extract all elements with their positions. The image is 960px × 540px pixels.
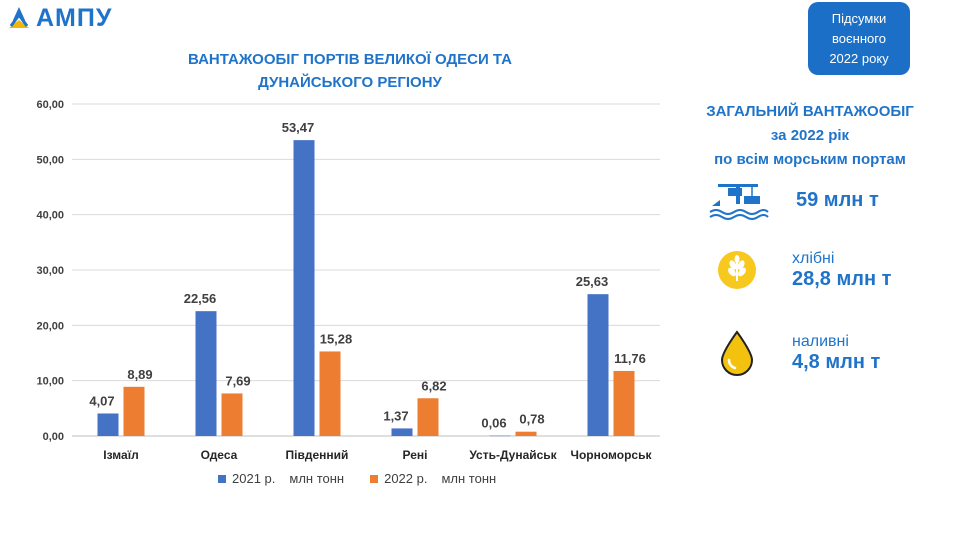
bar-2021	[293, 140, 315, 436]
summary-title-line: ЗАГАЛЬНИЙ ВАНТАЖООБІГ	[706, 103, 914, 120]
liquid-value: 4,8 млн т	[792, 350, 881, 373]
wheat-icon	[718, 251, 756, 289]
summary-title-line: по всім морським портам	[714, 151, 906, 168]
oil-drop-icon	[720, 330, 754, 376]
data-label: 11,76	[614, 351, 646, 366]
data-label: 0,06	[481, 416, 506, 431]
x-category-label: Чорноморськ	[571, 448, 653, 462]
badge-line: Підсумки	[831, 10, 887, 26]
bar-2022	[417, 398, 439, 436]
bar-2022	[613, 370, 635, 436]
bar-2021	[195, 311, 217, 436]
x-category-label: Південний	[286, 448, 349, 462]
summary-title: ЗАГАЛЬНИЙ ВАНТАЖООБІГ за 2022 рік по всі…	[680, 100, 940, 172]
bar-2021	[97, 413, 119, 436]
grain-value: 28,8 млн т	[792, 267, 892, 290]
summary-badge: Підсумки воєнного 2022 року	[808, 2, 910, 75]
total-value: 59 млн т	[796, 188, 879, 211]
data-label: 22,56	[184, 291, 217, 306]
bar-chart: 0,00 10,00 20,00 30,00 40,00 50,00 60,00 4,07 8,…	[36, 99, 660, 462]
y-tick-label: 0,00	[43, 431, 64, 443]
x-category-label: Одеса	[201, 448, 238, 462]
x-category-label: Ізмаїл	[103, 448, 138, 462]
legend-label-2021: 2021 р.	[232, 471, 276, 486]
legend-unit: млн тонн	[441, 471, 497, 486]
badge-line: 2022 року	[829, 50, 889, 66]
liquid-stat: наливні 4,8 млн т	[718, 330, 880, 376]
data-label: 1,37	[383, 408, 408, 423]
data-label: 15,28	[320, 331, 353, 346]
data-label: 6,82	[421, 378, 446, 393]
x-category-label: Усть-Дунайськ	[469, 448, 557, 462]
chart-title-line: ВАНТАЖООБІГ ПОРТІВ ВЕЛИКОЇ ОДЕСИ ТА	[188, 51, 512, 68]
y-tick-label: 50,00	[36, 154, 64, 166]
port-crane-icon	[709, 184, 769, 220]
grain-label: хлібні	[792, 249, 835, 267]
bar-2021	[587, 294, 609, 436]
total-stat: 59 млн т	[708, 180, 879, 220]
x-category-label: Рені	[403, 448, 428, 462]
bar-2022	[319, 351, 341, 436]
chart-title-line: ДУНАЙСЬКОГО РЕГІОНУ	[258, 74, 442, 91]
logo-text: АМПУ	[36, 4, 113, 32]
data-label: 8,89	[127, 367, 152, 382]
bar-2021	[489, 435, 511, 437]
bar-2022	[123, 386, 145, 436]
legend-unit: млн тонн	[289, 471, 345, 486]
ampu-logo: АМПУ	[6, 4, 112, 33]
bar-2022	[515, 431, 537, 436]
grain-stat: хлібні 28,8 млн т	[716, 249, 891, 291]
lighthouse-logo-icon	[9, 6, 29, 28]
liquid-label: наливні	[792, 332, 849, 350]
badge-line: воєнного	[832, 30, 886, 46]
legend-swatch-2021	[218, 474, 226, 483]
y-tick-label: 30,00	[36, 265, 64, 277]
data-label: 0,78	[519, 412, 544, 427]
bar-2021	[391, 428, 413, 436]
chart-legend: 2021 р. млн тонн 2022 р. млн тонн	[218, 471, 522, 486]
y-tick-label: 20,00	[36, 320, 64, 332]
legend-label-2022: 2022 р.	[384, 471, 428, 486]
y-tick-label: 10,00	[36, 376, 64, 388]
data-label: 7,69	[225, 373, 250, 388]
data-label: 25,63	[576, 274, 609, 289]
data-label: 53,47	[282, 120, 315, 135]
bar-2022	[221, 393, 243, 436]
data-label: 4,07	[89, 393, 114, 408]
y-tick-label: 60,00	[36, 99, 64, 111]
legend-swatch-2022	[370, 474, 379, 483]
summary-title-line: за 2022 рік	[770, 127, 850, 144]
chart-title: ВАНТАЖООБІГ ПОРТІВ ВЕЛИКОЇ ОДЕСИ ТА ДУНА…	[150, 48, 550, 94]
y-tick-label: 40,00	[36, 210, 64, 222]
